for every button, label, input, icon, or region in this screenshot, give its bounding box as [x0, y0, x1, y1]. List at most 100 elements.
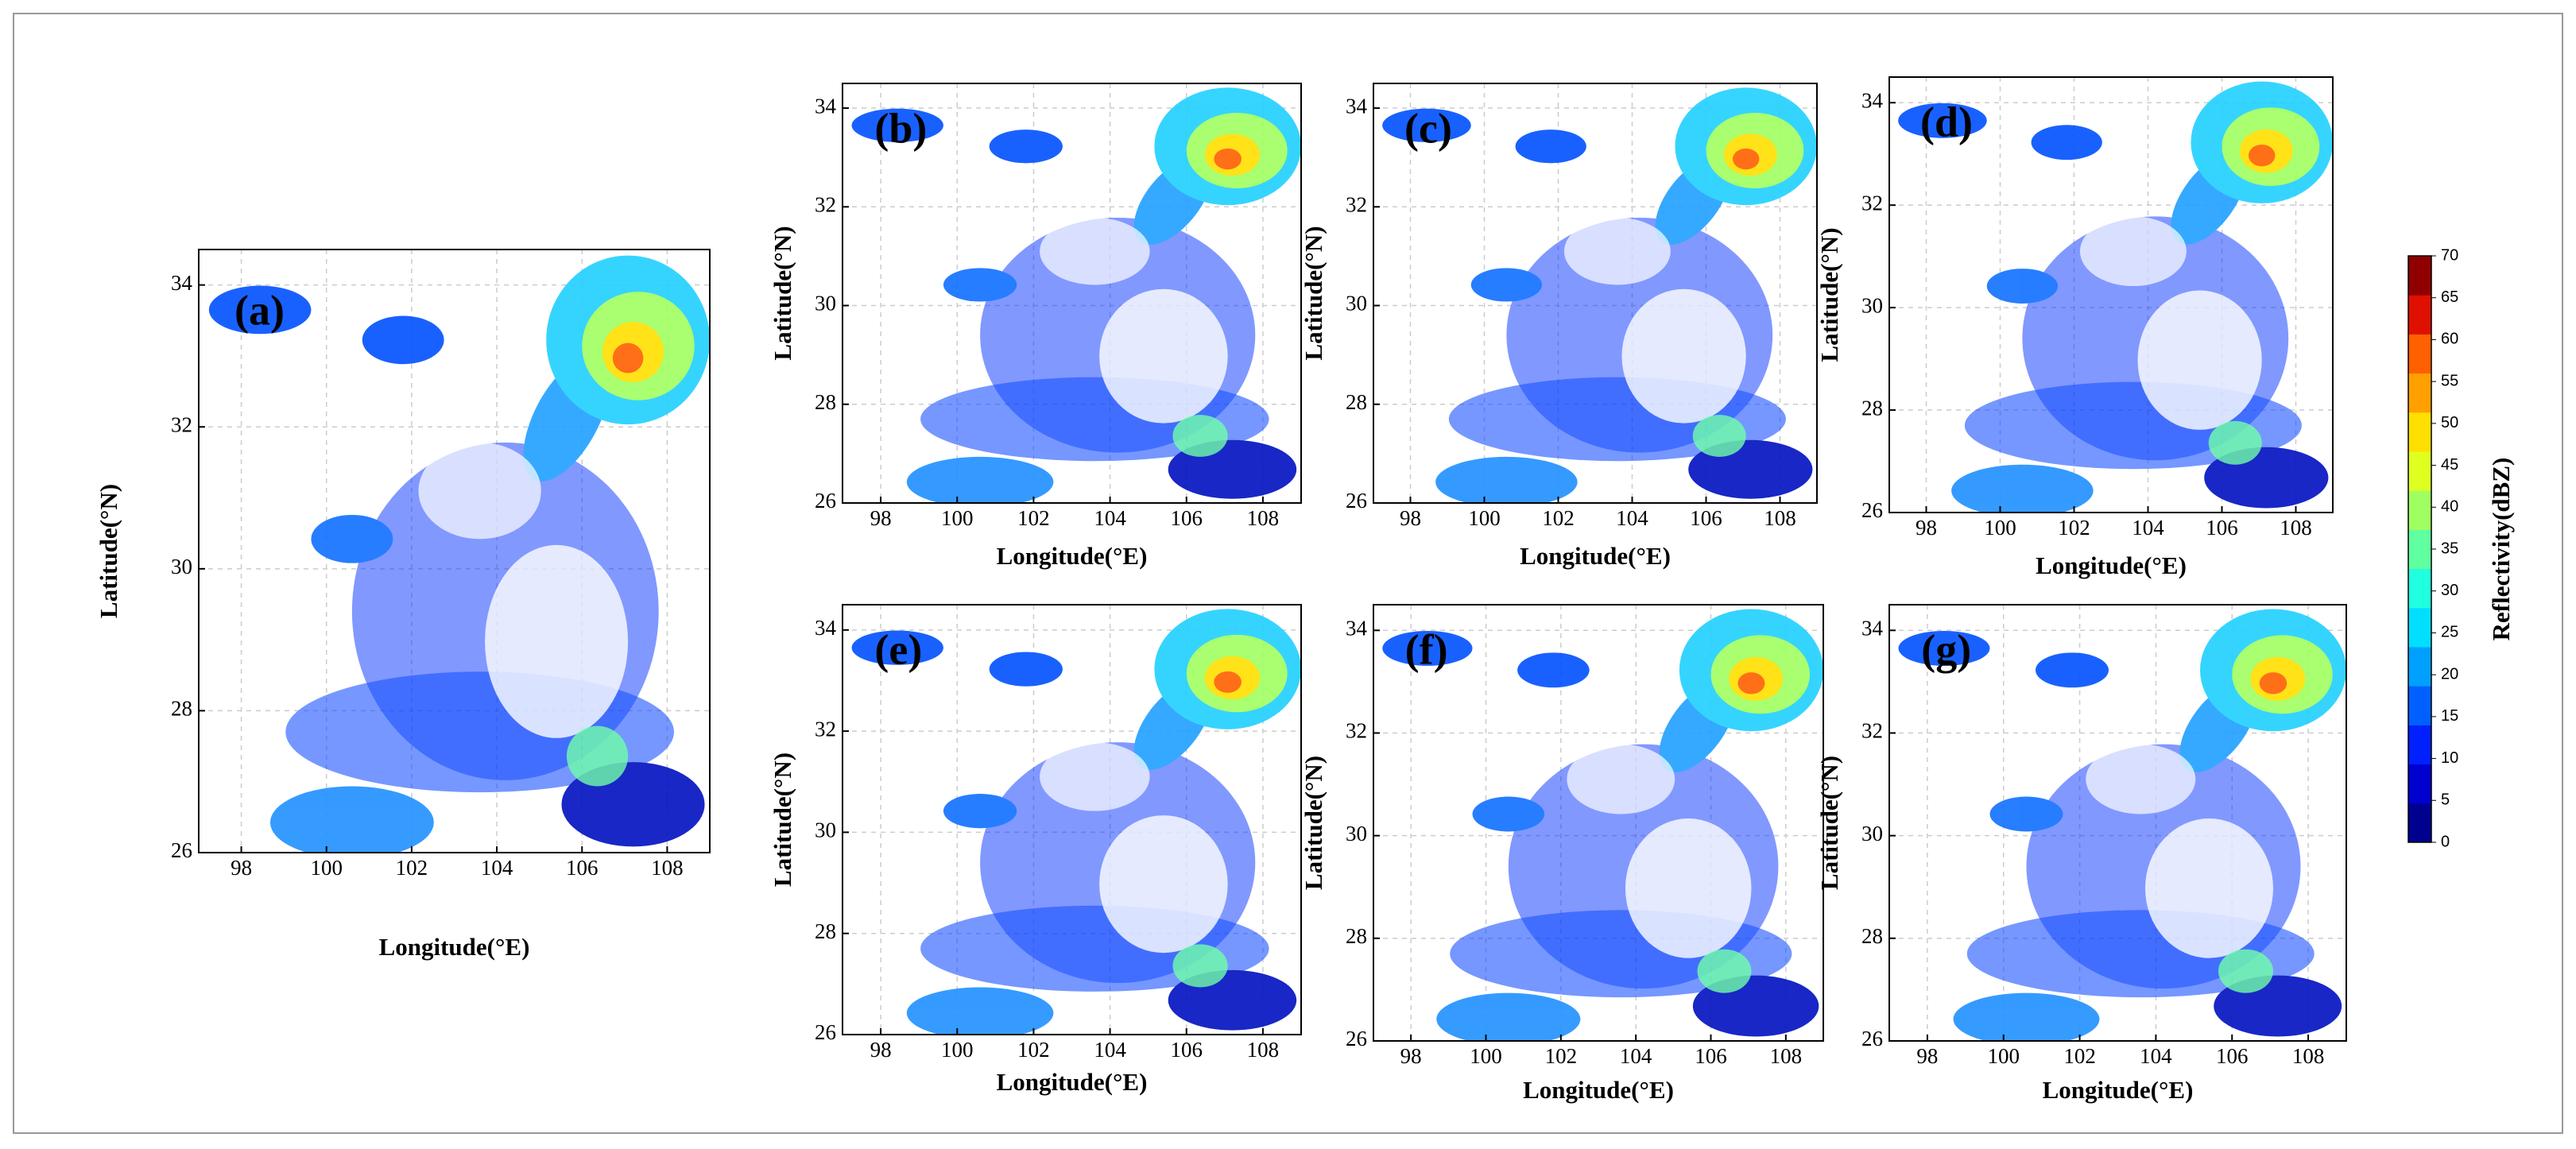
x-tick-label: 102	[2063, 1044, 2096, 1068]
panel-label: (a)	[234, 286, 285, 334]
x-axis-title: Longitude(°E)	[1523, 1076, 1674, 1104]
color-step	[2408, 529, 2431, 570]
colorbar-tick-label: 60	[2441, 331, 2458, 348]
y-tick-label: 32	[1861, 719, 1883, 743]
x-axis-title: Longitude(°E)	[2036, 551, 2187, 579]
x-tick-label: 100	[1988, 1044, 2020, 1068]
colorbar-tick-label: 10	[2441, 749, 2458, 767]
plot-frame	[1373, 83, 1818, 504]
y-axis-title: Latitude(°N)	[769, 226, 796, 360]
y-axis-title: Latitude(°N)	[1300, 226, 1327, 360]
colorbar-tick-label: 55	[2441, 372, 2458, 389]
x-tick-label: 108	[2280, 516, 2312, 540]
x-tick-label: 102	[1017, 506, 1050, 530]
y-tick-label: 26	[171, 838, 192, 862]
colorbar-title: Reflectivity(dBZ)	[2487, 458, 2515, 641]
colorbar-tick-label: 45	[2441, 456, 2458, 474]
y-tick-label: 34	[1346, 616, 1368, 640]
colorbar-tick-label: 30	[2441, 582, 2458, 599]
x-tick-label: 102	[1545, 1044, 1578, 1068]
x-tick-label: 98	[1916, 1044, 1938, 1068]
x-tick-label: 104	[2140, 1044, 2172, 1068]
color-step	[2408, 686, 2431, 725]
plot-frame	[842, 604, 1302, 1035]
panel-label: (e)	[874, 625, 922, 673]
y-tick-label: 30	[815, 292, 836, 315]
x-tick-label: 108	[1770, 1044, 1803, 1068]
y-tick-label: 32	[171, 412, 192, 436]
plot-frame	[1888, 604, 2347, 1042]
colorbar-tick-label: 50	[2441, 414, 2458, 431]
x-tick-label: 106	[2206, 516, 2238, 540]
y-tick-label: 28	[1346, 390, 1367, 414]
figure-frame	[13, 13, 2563, 1134]
x-tick-label: 98	[230, 856, 252, 880]
x-axis-title: Longitude(°E)	[997, 542, 1148, 570]
x-axis-title: Longitude(°E)	[379, 933, 530, 961]
color-step	[2408, 334, 2431, 374]
y-tick-label: 32	[815, 717, 836, 741]
color-step	[2408, 256, 2431, 296]
plot-frame	[1373, 604, 1824, 1042]
x-tick-label: 102	[2058, 516, 2090, 540]
y-axis-title: Latitude(°N)	[1815, 227, 1843, 362]
colorbar-tick-label: 65	[2441, 288, 2458, 306]
y-tick-label: 26	[1346, 489, 1367, 513]
y-tick-label: 34	[1861, 616, 1884, 640]
x-tick-label: 98	[870, 1038, 892, 1062]
x-tick-label: 100	[1470, 1044, 1502, 1068]
color-step	[2408, 295, 2431, 335]
y-tick-label: 28	[815, 919, 836, 943]
colorbar-tick-label: 15	[2441, 707, 2458, 725]
x-tick-label: 104	[1620, 1044, 1652, 1068]
y-tick-label: 32	[1861, 191, 1883, 215]
x-tick-label: 104	[2132, 516, 2164, 540]
panel: 98 100 102 104 106 108 26 28 30 32 34 Longitude(°E)…	[1300, 604, 1824, 1104]
y-tick-label: 26	[1861, 498, 1883, 522]
color-step	[2408, 607, 2431, 648]
x-tick-label: 98	[1400, 506, 1421, 530]
y-tick-label: 34	[1346, 94, 1368, 118]
y-tick-label: 34	[1861, 88, 1884, 112]
colorbar-tick-label: 35	[2441, 540, 2458, 557]
y-tick-label: 30	[1861, 293, 1883, 317]
x-tick-label: 104	[1616, 506, 1648, 530]
y-tick-label: 30	[171, 555, 192, 578]
color-step	[2408, 764, 2431, 804]
x-tick-label: 102	[1542, 506, 1575, 530]
x-axis-title: Longitude(°E)	[1520, 542, 1671, 570]
panel: 98 100 102 104 106 108 26 28 30 32 34 Longitude(°E)…	[1815, 604, 2347, 1104]
x-tick-label: 106	[1695, 1044, 1727, 1068]
x-tick-label: 104	[481, 856, 513, 880]
y-tick-label: 28	[1861, 924, 1883, 948]
x-tick-label: 98	[1400, 1044, 1422, 1068]
y-axis-title: Latitude(°N)	[769, 752, 796, 887]
panel: 98 100 102 104 106 108 26 28 30 32 34 Longitude(°E)…	[1815, 76, 2334, 579]
colorbar-tick-label: 20	[2441, 665, 2458, 683]
panel-label: (f)	[1405, 625, 1448, 673]
plot-frame	[842, 83, 1302, 504]
x-tick-label: 100	[311, 856, 343, 880]
plot-frame	[198, 249, 711, 853]
y-tick-label: 32	[815, 192, 836, 216]
y-tick-label: 28	[815, 390, 836, 414]
panel-label: (d)	[1920, 98, 1973, 145]
panels: 98 100 102 104 106 108 26 28 30 32 34 Longitude(°E)…	[95, 76, 2347, 1104]
y-tick-label: 26	[1861, 1027, 1883, 1050]
color-step	[2408, 725, 2431, 765]
x-tick-label: 98	[870, 506, 892, 530]
panel: 98 100 102 104 106 108 26 28 30 32 34 Longitude(°E)…	[769, 604, 1302, 1096]
colorbar: 0 5 10 15 20 25 30 35 40 45 50 55 60 65 70 Reflectivity…	[2407, 246, 2515, 850]
y-tick-label: 26	[815, 1020, 836, 1044]
x-tick-label: 108	[1247, 506, 1280, 530]
y-axis-title: Latitude(°N)	[1300, 756, 1327, 890]
y-axis-title: Latitude(°N)	[1815, 756, 1843, 890]
x-tick-label: 108	[651, 856, 684, 880]
x-tick-label: 106	[2216, 1044, 2249, 1068]
color-step	[2408, 412, 2431, 452]
x-axis-title: Longitude(°E)	[2043, 1076, 2194, 1104]
x-tick-label: 106	[566, 856, 598, 880]
y-tick-label: 32	[1346, 719, 1367, 743]
x-tick-label: 108	[1764, 506, 1796, 530]
